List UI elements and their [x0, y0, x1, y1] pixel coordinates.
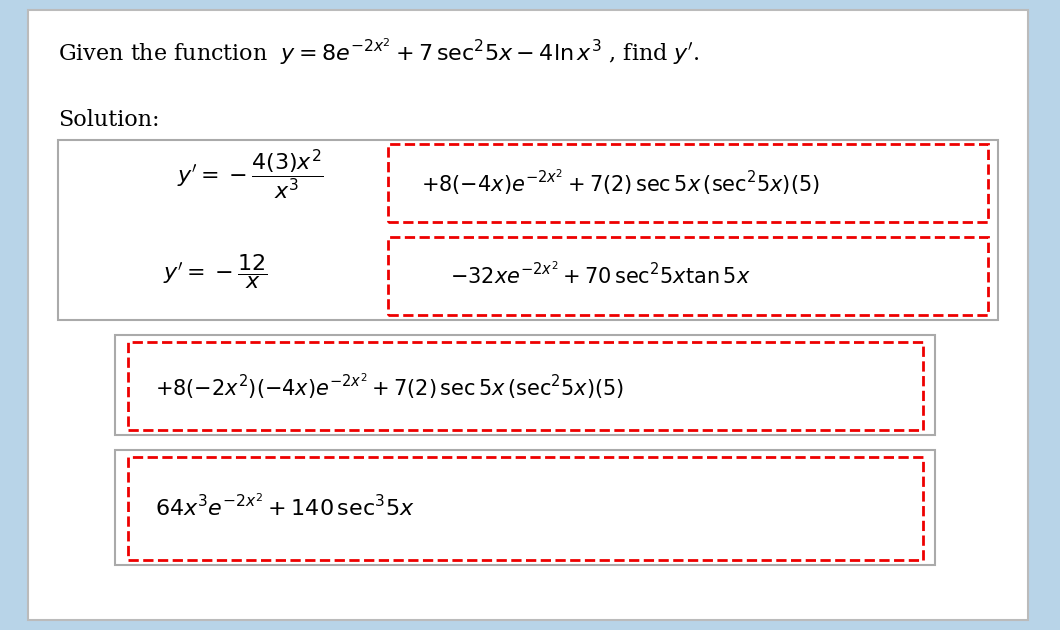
Text: $-32xe^{-2x^2} + 70\,\mathrm{sec}^2 5x\tan 5x$: $-32xe^{-2x^2} + 70\,\mathrm{sec}^2 5x\t… — [449, 262, 750, 288]
Bar — [128, 342, 923, 430]
Text: $y' = -\dfrac{12}{x}$: $y' = -\dfrac{12}{x}$ — [163, 253, 267, 292]
Bar — [58, 140, 999, 320]
Bar — [388, 144, 988, 222]
Text: $y' = -\dfrac{4(3)x^2}{x^3}$: $y' = -\dfrac{4(3)x^2}{x^3}$ — [177, 147, 323, 202]
Bar — [114, 450, 935, 565]
Text: $+8(-2x^2)(-4x)e^{-2x^2} + 7(2)\,\mathrm{sec}\,5x\,(\mathrm{sec}^2 5x)(5)$: $+8(-2x^2)(-4x)e^{-2x^2} + 7(2)\,\mathrm… — [155, 371, 624, 401]
Text: $+8(-4x)e^{-2x^2} + 7(2)\,\mathrm{sec}\,5x\,(\mathrm{sec}^2 5x)(5)$: $+8(-4x)e^{-2x^2} + 7(2)\,\mathrm{sec}\,… — [421, 168, 819, 197]
Bar — [128, 457, 923, 560]
Bar — [388, 237, 988, 315]
Text: Solution:: Solution: — [58, 109, 159, 131]
Bar — [114, 335, 935, 435]
Text: $64x^3e^{-2x^2} + 140\,\mathrm{sec}^3 5x$: $64x^3e^{-2x^2} + 140\,\mathrm{sec}^3 5x… — [155, 495, 414, 521]
Text: Given the function  $y = 8e^{-2x^2} + 7\,\mathrm{sec}^2 5x - 4\ln x^3$ , find $y: Given the function $y = 8e^{-2x^2} + 7\,… — [58, 37, 700, 67]
